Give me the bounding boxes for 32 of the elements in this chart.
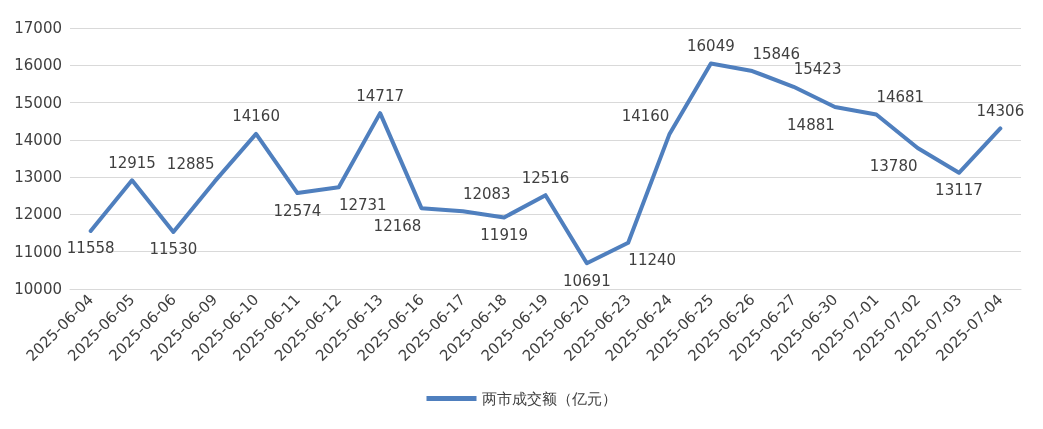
data-label: 11558 [66, 239, 115, 258]
data-label: 14681 [876, 87, 925, 106]
data-label: 12168 [373, 216, 422, 235]
y-tick-label: 12000 [14, 205, 62, 224]
y-tick-label: 15000 [14, 93, 62, 112]
data-label: 15846 [752, 44, 801, 63]
legend-label: 两市成交额（亿元） [481, 389, 617, 408]
y-tick-label: 10000 [14, 280, 62, 298]
data-label: 12885 [166, 154, 215, 173]
data-label: 13780 [869, 156, 918, 175]
data-label: 13117 [935, 181, 983, 200]
y-tick-label: 13000 [14, 168, 62, 187]
data-label: 14160 [621, 107, 670, 126]
data-label: 16049 [687, 36, 735, 55]
y-tick-label: 11000 [14, 242, 62, 261]
y-tick-label: 14000 [14, 130, 62, 149]
data-label: 12731 [338, 195, 387, 214]
y-tick-label: 17000 [14, 19, 62, 37]
data-label: 10691 [562, 271, 611, 290]
data-label: 12574 [273, 201, 322, 220]
data-label: 11240 [628, 251, 677, 270]
data-label: 12516 [521, 168, 570, 187]
data-label: 14717 [356, 86, 404, 105]
data-label: 12915 [108, 153, 156, 172]
data-label: 14160 [232, 107, 280, 126]
y-tick-label: 16000 [14, 56, 62, 75]
data-label: 12083 [462, 184, 511, 203]
data-label: 14306 [976, 101, 1025, 120]
data-label: 15423 [793, 60, 842, 79]
data-label: 14881 [787, 115, 835, 134]
data-label: 11919 [480, 225, 529, 244]
data-label: 11530 [149, 240, 198, 259]
